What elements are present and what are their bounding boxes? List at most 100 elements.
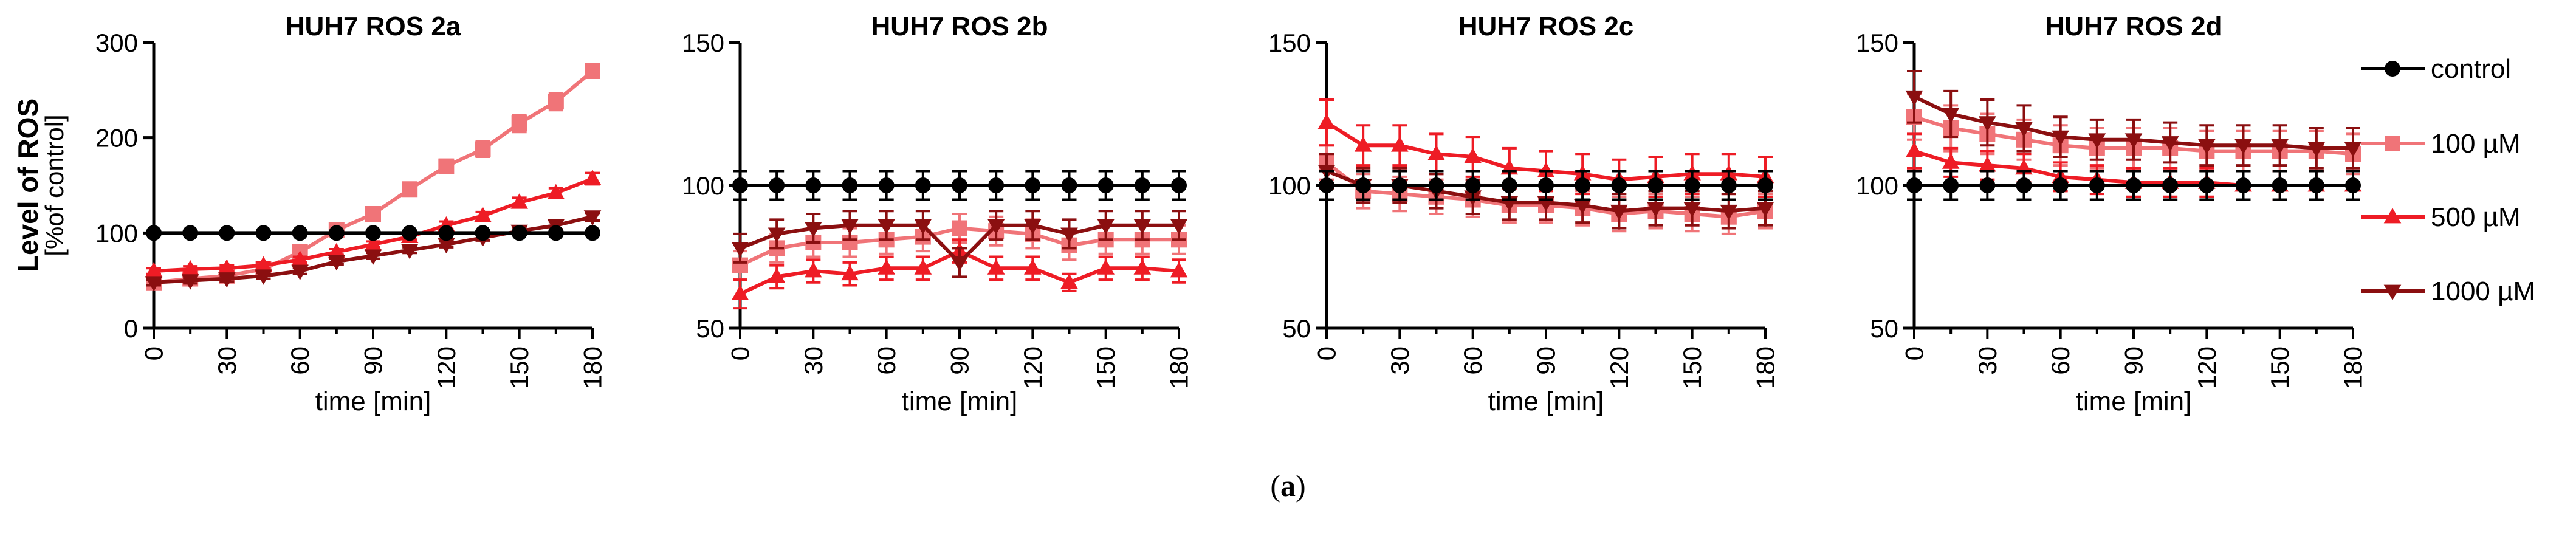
legend-label: control	[2431, 54, 2511, 84]
data-point	[1979, 116, 1996, 132]
x-tick-label: 120	[1018, 346, 1047, 389]
data-point	[1905, 142, 1923, 157]
data-point	[842, 177, 858, 193]
data-point	[987, 259, 1005, 275]
data-point	[2344, 142, 2362, 157]
data-point	[146, 225, 162, 241]
chart-title: HUH7 ROS 2b	[871, 12, 1048, 41]
data-point	[438, 225, 455, 241]
figure-caption: (a)	[0, 468, 2576, 503]
data-point	[1133, 259, 1152, 275]
data-point	[585, 225, 600, 241]
y-tick-label: 0	[124, 314, 138, 343]
y-tick-label: 50	[1282, 314, 1311, 343]
data-point	[2272, 177, 2288, 193]
data-point	[1757, 177, 1773, 193]
data-point	[878, 177, 895, 193]
data-point	[915, 177, 931, 193]
legend-marker	[2383, 208, 2402, 224]
data-point	[402, 181, 418, 198]
legend-marker	[2385, 61, 2400, 77]
data-point	[328, 225, 345, 241]
x-tick-label: 0	[1313, 346, 1341, 360]
caption-close: )	[1296, 469, 1306, 503]
data-point	[1097, 177, 1114, 193]
data-point	[1061, 177, 1077, 193]
x-tick-label: 180	[1751, 346, 1780, 389]
y-tick-label: 150	[1856, 29, 1898, 57]
chart-panel-4: HUH7 ROS 2d 50 100 150 0 30 60 90 120 150 180 time …	[1856, 12, 2368, 416]
legend-item: 500 µM	[2361, 202, 2521, 232]
x-tick-label: 60	[286, 346, 314, 375]
data-point	[438, 238, 455, 254]
y-axis-label-line2: [%of control]	[40, 114, 69, 256]
legend-label: 1000 µM	[2431, 277, 2535, 306]
legend-label: 500 µM	[2431, 202, 2521, 232]
series-control	[1319, 170, 1773, 201]
data-point	[1537, 162, 1555, 177]
x-tick-label: 150	[1091, 346, 1120, 389]
x-tick-label: 90	[2120, 346, 2148, 375]
data-point	[2234, 139, 2252, 155]
data-point	[583, 170, 602, 185]
data-point	[2198, 139, 2216, 155]
x-tick-label: 60	[872, 346, 901, 375]
x-tick-label: 0	[1900, 346, 1929, 360]
x-tick-label: 60	[1458, 346, 1487, 375]
data-point	[1428, 177, 1444, 193]
data-point	[2271, 139, 2289, 155]
data-point	[365, 206, 381, 222]
x-tick-label: 30	[1973, 346, 2002, 375]
data-point	[1134, 177, 1150, 193]
chart-title: HUH7 ROS 2c	[1458, 12, 1634, 41]
caption-letter: a	[1280, 469, 1296, 503]
legend-label: 100 µM	[2431, 129, 2521, 159]
data-point	[182, 225, 199, 241]
x-axis-label: time [min]	[1488, 387, 1604, 416]
data-point	[1024, 219, 1042, 235]
data-point	[291, 250, 309, 266]
data-point	[2162, 177, 2179, 193]
data-point	[1684, 177, 1700, 193]
y-axis-label: Level of ROS[%of control]	[12, 98, 69, 272]
data-point	[255, 256, 272, 272]
y-axis-label-line1: Level of ROS	[12, 98, 44, 272]
series-1000-m	[731, 210, 1188, 278]
data-point	[1720, 177, 1737, 193]
x-tick-label: 180	[1165, 346, 1194, 389]
data-point	[914, 219, 932, 235]
data-point	[952, 177, 967, 193]
data-point	[364, 235, 382, 251]
chart-panel-3: HUH7 ROS 2c 50 100 150 0 30 60 90 120 150 180 time …	[1268, 12, 1780, 416]
chart-panel-2: HUH7 ROS 2b 50 100 150 0 30 60 90 120 150 180 time …	[682, 12, 1194, 416]
data-point	[1647, 177, 1664, 193]
data-point	[328, 242, 346, 259]
data-point	[1392, 177, 1408, 193]
data-point	[805, 262, 822, 278]
data-point	[2161, 136, 2179, 152]
data-point	[1025, 177, 1041, 193]
data-point	[1575, 177, 1591, 193]
data-point	[769, 177, 785, 193]
legend: control 100 µM 500 µM 1000 µM	[2361, 54, 2535, 306]
y-tick-label: 200	[95, 124, 138, 153]
y-tick-label: 100	[1268, 171, 1311, 200]
x-tick-label: 90	[359, 346, 388, 375]
data-point	[1906, 177, 1922, 193]
data-point	[2088, 133, 2106, 149]
data-point	[841, 264, 859, 281]
data-point	[547, 184, 565, 199]
data-point	[1060, 273, 1078, 289]
data-point	[1942, 153, 1960, 169]
data-point	[1024, 259, 1042, 275]
data-point	[1391, 136, 1409, 152]
data-point	[1060, 227, 1078, 243]
data-point	[1683, 202, 1701, 218]
chart-panel-1: HUH7 ROS 2a 0 100 200 300 0 30 60 90 120 150 180 tim…	[95, 12, 607, 416]
series-1000-m	[1905, 70, 2362, 170]
x-tick-label: 120	[2193, 346, 2221, 389]
data-point	[1501, 177, 1517, 193]
data-point	[510, 193, 528, 209]
data-point	[1171, 177, 1187, 193]
